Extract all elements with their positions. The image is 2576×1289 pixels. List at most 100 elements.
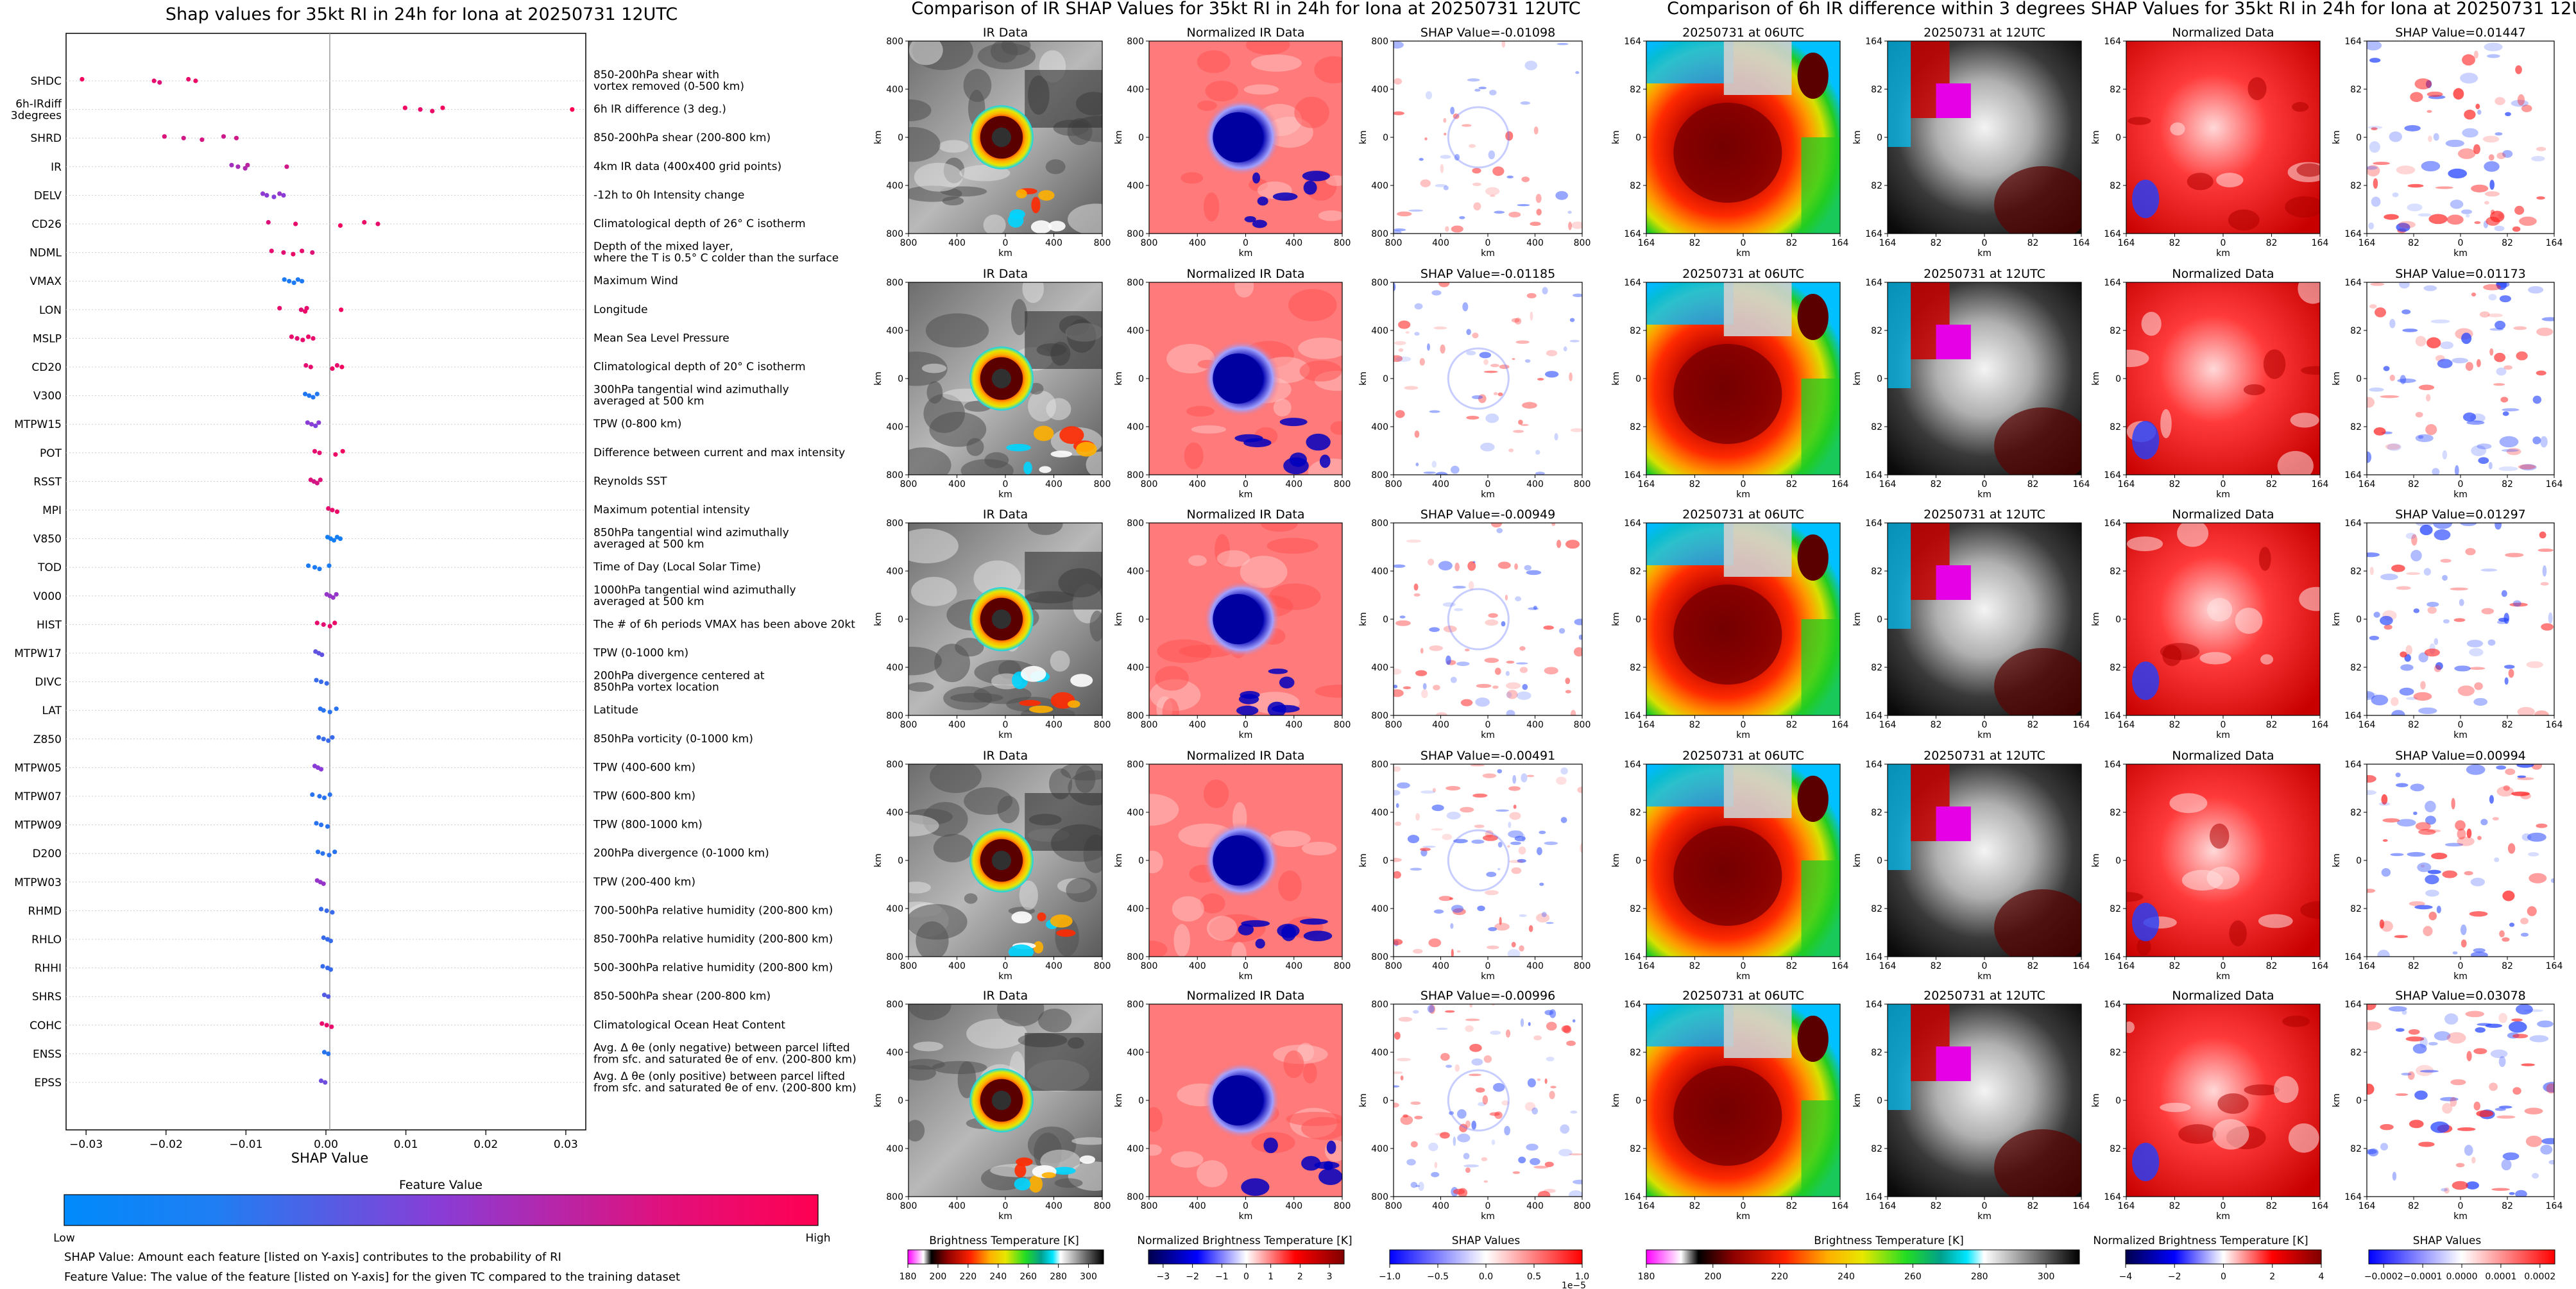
shap-point (318, 679, 324, 685)
feature-label: D200 (32, 848, 62, 860)
shap-speckle (1482, 773, 1497, 778)
norm-texture (1172, 896, 1204, 922)
dshap-speckle (2517, 94, 2525, 106)
dshap-speckle (2425, 875, 2439, 885)
shap-speckle (1465, 1167, 1471, 1174)
y-tick-label: 164 (2104, 711, 2121, 721)
dshap-speckle (2542, 565, 2547, 577)
shap-speckle (1535, 472, 1545, 475)
dshap-speckle (2368, 222, 2375, 230)
panel-image (1149, 523, 1342, 715)
feature-description: Latitude (593, 704, 638, 717)
shap-speckle (1428, 1142, 1438, 1152)
dshap-speckle (2405, 1036, 2425, 1042)
dshap-speckle (2369, 567, 2374, 576)
feature-description-line: Climatological Ocean Heat Content (593, 1019, 785, 1032)
dshap-speckle (2503, 785, 2510, 791)
panel-image (1646, 41, 1840, 234)
norm-blob (1236, 705, 1259, 715)
y-tick-label: 82 (2110, 181, 2121, 191)
y-tick-label: 0 (2356, 615, 2362, 625)
cloud-texture (1054, 1178, 1083, 1188)
colorbar-diff-shap: SHAP Values −0.0002 −0.0001 0.0000 0.0001 0.… (2364, 1234, 2555, 1282)
y-tick-label: 82 (2350, 808, 2362, 818)
dshap-speckle (2419, 1036, 2428, 1048)
cold-top (1646, 282, 1734, 325)
x-tick-label: 400 (1189, 238, 1206, 248)
x-tick-label: 164 (2312, 961, 2329, 971)
feature-description-line: 4km IR data (400x400 grid points) (593, 160, 781, 173)
feature-description-line: TPW (400-600 km) (593, 761, 695, 774)
dshap-speckle (2444, 842, 2464, 847)
dshap-speckle (2482, 135, 2500, 143)
dshap-speckle (2428, 1041, 2438, 1046)
warm-core (1673, 1066, 1782, 1166)
y-tick-label: 164 (1865, 37, 1882, 47)
shap-speckle (1509, 812, 1521, 820)
shap-speckle (1456, 662, 1470, 667)
dshap-speckle (2415, 336, 2427, 347)
y-axis-label: km (873, 1093, 883, 1107)
y-tick-label: 400 (1371, 904, 1388, 914)
y-tick-label: 82 (1630, 567, 1641, 577)
dshap-speckle (2490, 210, 2505, 223)
shap-speckle (1472, 167, 1481, 174)
y-tick-label: 400 (1371, 1048, 1388, 1058)
y-tick-label: 164 (2344, 278, 2362, 288)
x-axis-label: km (1977, 730, 1992, 740)
shap-speckle (1494, 210, 1505, 214)
y-tick-label: 82 (1871, 1048, 1882, 1058)
shap-point (430, 108, 435, 114)
shap-speckle (1526, 1143, 1539, 1151)
feature-description: Difference between current and max inten… (593, 447, 845, 459)
norm-blob (1279, 418, 1308, 427)
dshap-speckle (2367, 1149, 2377, 1154)
shap-speckle (1510, 841, 1521, 846)
dshap-speckle (2502, 937, 2510, 942)
y-tick-label: 400 (1371, 663, 1388, 673)
y-tick-label: 164 (2344, 229, 2362, 239)
dshap-speckle (2504, 677, 2509, 685)
norm-texture (1267, 538, 1318, 554)
colorbar-tick-label: 200 (1704, 1272, 1721, 1282)
shap-speckle (1544, 1010, 1554, 1016)
shap-speckle (1478, 1102, 1486, 1107)
y-tick-label: 82 (2110, 1144, 2121, 1154)
dnorm-texture (2160, 1102, 2191, 1113)
dshap-speckle (2460, 73, 2478, 84)
y-tick-label: 82 (1630, 422, 1641, 432)
shap-speckle (1485, 619, 1499, 626)
shap-point (309, 422, 314, 427)
dshap-speckle (2511, 99, 2529, 107)
shap-speckle (1451, 225, 1463, 233)
shap-speckle (1460, 807, 1474, 813)
cloud-top (1723, 523, 1792, 577)
feature-label: DELV (34, 189, 62, 202)
shap-speckle (1533, 605, 1537, 610)
dnorm-texture (2235, 608, 2263, 634)
y-tick-label: 164 (2344, 952, 2362, 962)
panel-title: 20250731 at 12UTC (1923, 26, 2045, 40)
dshap-speckle (2398, 221, 2416, 228)
shap-speckle (1466, 416, 1480, 420)
x-axis-label: km (1239, 248, 1253, 259)
shap-speckle (1468, 581, 1474, 590)
shap-ring (1447, 588, 1510, 651)
dshap-speckle (2466, 828, 2472, 839)
shap-speckle (1433, 326, 1447, 330)
dshap-speckle (2407, 851, 2426, 857)
dshap-speckle (2484, 161, 2500, 172)
cloud-texture (996, 1004, 1045, 1027)
dshap-speckle (2405, 645, 2412, 655)
shap-speckle (1410, 1101, 1421, 1105)
shap-speckle (1415, 1184, 1420, 1188)
cloud-texture (921, 363, 947, 373)
dshap-speckle (2428, 214, 2448, 225)
shap-speckle (1445, 226, 1449, 232)
dshap-speckle (2380, 615, 2393, 626)
x-axis-label: km (1239, 490, 1253, 500)
shap-speckle (1557, 42, 1569, 46)
dshap-speckle (2521, 1063, 2535, 1066)
shap-point (330, 366, 335, 371)
dshap-speckle (2517, 706, 2535, 715)
